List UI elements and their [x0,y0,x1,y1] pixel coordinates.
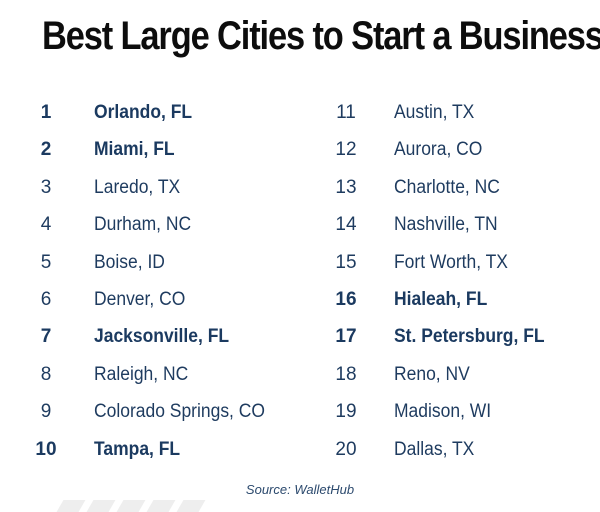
rank-number: 2 [40,139,52,161]
city-name: Charlotte, NC [394,176,500,198]
city-name: Denver, CO [94,288,186,310]
ranking-row: 4 Durham, NC [30,206,310,243]
city-name: Austin, TX [394,102,475,123]
watermark-stripes [56,500,240,512]
watermark-stripe [86,500,116,512]
city-name: Dallas, TX [394,438,475,460]
city-name: Tampa, FL [94,438,181,460]
rank-number: 11 [336,102,356,123]
ranking-row: 5 Boise, ID [30,244,310,281]
source-caption: Source: WalletHub [245,482,355,497]
ranking-list-right: 11 Austin, TX 12 Aurora, CO 13 Charlotte, N… [330,94,600,468]
rank-number: 18 [335,363,357,385]
city-name: Aurora, CO [394,139,483,161]
page-title: Best Large Cities to Start a Business [42,14,600,58]
watermark-stripe [176,500,206,512]
rank-number: 16 [335,288,357,310]
ranking-row: 12 Aurora, CO [330,131,600,168]
rank-number: 10 [35,438,57,460]
ranking-row: 13 Charlotte, NC [330,169,600,206]
rank-number: 19 [335,401,357,423]
city-name: Orlando, FL [94,102,193,123]
ranking-row: 19 Madison, WI [330,393,600,430]
city-name: Laredo, TX [94,176,181,198]
city-name: Durham, NC [94,214,192,236]
watermark-stripe [146,500,176,512]
city-name: Colorado Springs, CO [94,401,266,423]
ranking-row: 3 Laredo, TX [30,169,310,206]
city-name: Nashville, TN [394,214,498,236]
watermark-stripe [56,500,86,512]
ranking-row: 11 Austin, TX [330,94,600,131]
watermark-stripe [116,500,146,512]
city-name: Miami, FL [94,139,175,161]
rank-number: 13 [335,176,357,198]
rank-number: 9 [40,401,52,423]
rank-number: 8 [40,363,52,385]
rank-number: 14 [335,214,357,236]
ranking-row: 7 Jacksonville, FL [30,318,310,355]
city-name: St. Petersburg, FL [394,326,545,348]
ranking-row: 18 Reno, NV [330,356,600,393]
ranking-row: 2 Miami, FL [30,131,310,168]
rank-number: 5 [40,251,52,273]
city-name: Madison, WI [394,401,492,423]
ranking-row: 15 Fort Worth, TX [330,244,600,281]
ranking-row: 9 Colorado Springs, CO [30,393,310,430]
ranking-row: 14 Nashville, TN [330,206,600,243]
city-name: Hialeah, FL [394,288,488,310]
city-name: Raleigh, NC [94,363,189,385]
city-name: Fort Worth, TX [394,251,508,273]
rank-number: 17 [335,326,357,348]
ranking-row: 1 Orlando, FL [30,94,310,131]
ranking-row: 20 Dallas, TX [330,431,600,468]
rank-number: 20 [335,438,357,460]
rank-number: 12 [335,139,357,161]
rank-number: 4 [40,214,52,236]
city-name: Boise, ID [94,251,165,273]
rank-number: 15 [335,251,357,273]
ranking-list-left: 1 Orlando, FL 2 Miami, FL 3 Laredo, TX 4 Dur… [30,94,310,468]
city-name: Reno, NV [394,363,470,385]
ranking-row: 6 Denver, CO [30,281,310,318]
rank-number: 7 [40,326,52,348]
rank-number: 6 [40,288,52,310]
ranking-row: 17 St. Petersburg, FL [330,318,600,355]
rank-number: 3 [40,176,52,198]
city-name: Jacksonville, FL [94,326,230,348]
ranking-row: 10 Tampa, FL [30,431,310,468]
ranking-row: 16 Hialeah, FL [330,281,600,318]
ranking-row: 8 Raleigh, NC [30,356,310,393]
rank-number: 1 [40,102,52,123]
